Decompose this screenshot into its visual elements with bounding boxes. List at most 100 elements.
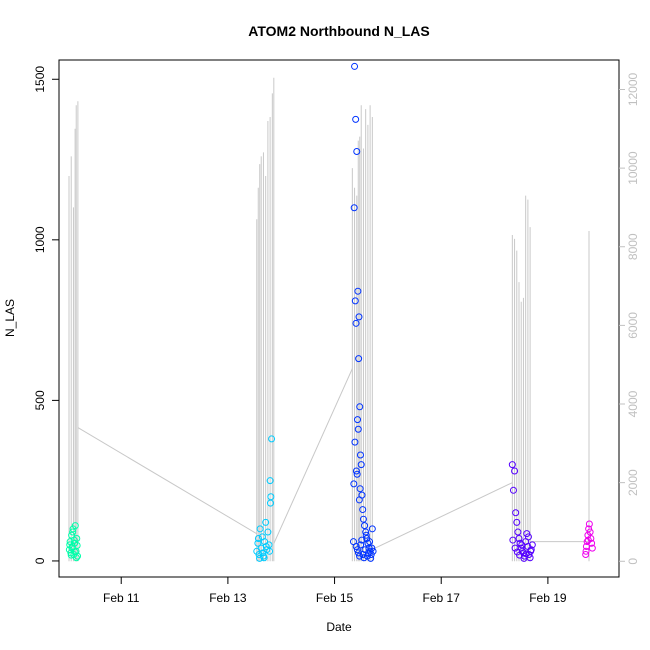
x-tick-label: Feb 13 bbox=[209, 591, 247, 605]
data-point bbox=[260, 554, 268, 562]
secondary-connector bbox=[273, 368, 353, 544]
data-point bbox=[518, 541, 526, 549]
data-point bbox=[369, 547, 377, 555]
data-point bbox=[352, 115, 360, 123]
y-tick-label: 0 bbox=[33, 557, 47, 564]
data-point bbox=[353, 546, 361, 554]
data-point bbox=[515, 534, 523, 542]
data-point bbox=[350, 204, 358, 212]
y2-tick-label: 6000 bbox=[626, 312, 640, 339]
data-point bbox=[584, 536, 592, 544]
data-point bbox=[356, 403, 364, 411]
data-point bbox=[582, 551, 590, 559]
data-point bbox=[259, 549, 267, 557]
data-point bbox=[352, 319, 360, 327]
secondary-y-axis: 0 2000 4000 6000 8000 10000 12000 bbox=[619, 72, 640, 565]
data-point bbox=[511, 544, 519, 552]
data-point bbox=[261, 538, 269, 546]
data-point bbox=[354, 416, 362, 424]
y2-tick-label: 12000 bbox=[626, 72, 640, 106]
data-point bbox=[266, 499, 274, 507]
secondary-connector bbox=[372, 482, 513, 550]
data-point bbox=[71, 522, 79, 530]
data-point bbox=[585, 525, 593, 533]
data-point bbox=[509, 536, 517, 544]
data-point bbox=[508, 461, 516, 469]
secondary-series-layer bbox=[68, 77, 590, 562]
data-point bbox=[588, 544, 596, 552]
data-point bbox=[366, 538, 374, 546]
data-point bbox=[352, 467, 360, 475]
data-point bbox=[360, 554, 368, 562]
y2-tick-label: 8000 bbox=[626, 233, 640, 260]
data-point bbox=[528, 541, 536, 549]
data-point bbox=[356, 485, 364, 493]
y2-tick-label: 0 bbox=[626, 558, 640, 565]
data-point bbox=[368, 525, 376, 533]
x-axis-label: Date bbox=[326, 620, 352, 634]
data-point bbox=[266, 547, 274, 555]
data-point bbox=[586, 528, 594, 536]
y-axis: 0 500 1000 1500 bbox=[33, 66, 59, 564]
data-point bbox=[254, 534, 262, 542]
data-point bbox=[359, 515, 367, 523]
secondary-connector bbox=[77, 427, 258, 535]
x-tick-label: Feb 17 bbox=[423, 591, 461, 605]
data-point bbox=[359, 506, 367, 514]
data-point bbox=[514, 528, 522, 536]
data-point bbox=[254, 539, 262, 547]
data-point bbox=[355, 355, 363, 363]
data-point bbox=[516, 551, 524, 559]
plot-frame bbox=[58, 59, 620, 578]
data-point bbox=[368, 544, 376, 552]
data-point bbox=[364, 539, 372, 547]
data-point bbox=[351, 297, 359, 305]
data-point bbox=[361, 522, 369, 530]
data-point bbox=[356, 451, 364, 459]
data-point bbox=[262, 518, 270, 526]
data-point bbox=[527, 547, 535, 555]
data-point bbox=[354, 549, 362, 557]
y2-tick-label: 10000 bbox=[626, 151, 640, 185]
y-tick-label: 1500 bbox=[33, 66, 47, 93]
data-point bbox=[69, 528, 77, 536]
y-tick-label: 500 bbox=[33, 390, 47, 410]
data-point bbox=[73, 542, 81, 550]
scatter-points-layer bbox=[65, 62, 596, 562]
data-point bbox=[67, 551, 75, 559]
data-point bbox=[362, 528, 370, 536]
data-point bbox=[354, 287, 362, 295]
x-tick-label: Feb 15 bbox=[316, 591, 354, 605]
data-point bbox=[266, 477, 274, 485]
data-point bbox=[513, 518, 521, 526]
data-point bbox=[582, 547, 590, 555]
data-point bbox=[585, 520, 593, 528]
data-point bbox=[268, 435, 276, 443]
y2-tick-label: 4000 bbox=[626, 390, 640, 417]
data-point bbox=[524, 533, 532, 541]
y-tick-label: 1000 bbox=[33, 226, 47, 253]
data-point bbox=[512, 509, 520, 517]
data-point bbox=[351, 438, 359, 446]
data-point bbox=[350, 480, 358, 488]
data-point bbox=[353, 470, 361, 478]
data-point bbox=[357, 541, 365, 549]
x-axis: Feb 11 Feb 13 Feb 15 Feb 17 Feb 19 bbox=[103, 576, 567, 605]
data-point bbox=[358, 536, 366, 544]
data-point bbox=[70, 536, 78, 544]
data-point bbox=[351, 62, 359, 70]
data-point bbox=[511, 467, 519, 475]
data-point bbox=[352, 542, 360, 550]
chart-title: ATOM2 Northbound N_LAS bbox=[248, 23, 429, 39]
data-point bbox=[355, 313, 363, 321]
data-point bbox=[264, 528, 272, 536]
data-point bbox=[262, 542, 270, 550]
data-point bbox=[357, 461, 365, 469]
data-point bbox=[255, 551, 263, 559]
data-point bbox=[256, 525, 264, 533]
data-point bbox=[256, 554, 264, 562]
y-axis-label: N_LAS bbox=[3, 299, 17, 337]
data-point bbox=[362, 531, 370, 539]
data-point bbox=[353, 148, 361, 156]
